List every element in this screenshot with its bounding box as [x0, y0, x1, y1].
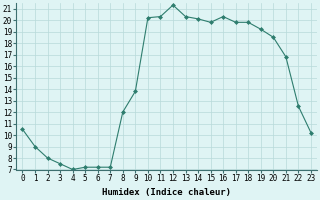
X-axis label: Humidex (Indice chaleur): Humidex (Indice chaleur) — [102, 188, 231, 197]
